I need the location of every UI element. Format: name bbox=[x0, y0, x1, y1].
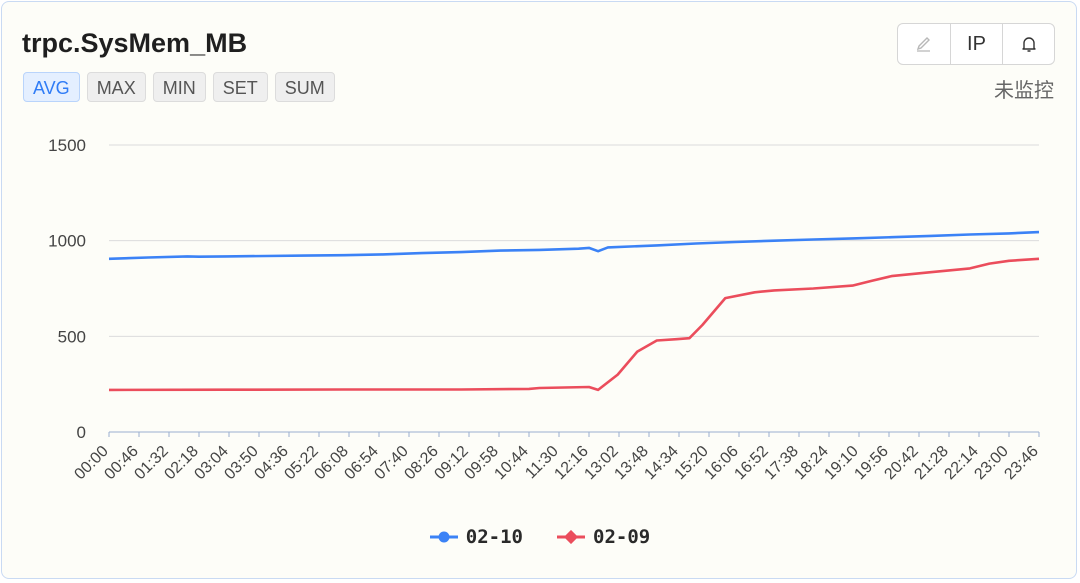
x-tick-label: 00:46 bbox=[101, 443, 141, 483]
legend-marker-red bbox=[557, 530, 585, 544]
x-tick-label: 14:34 bbox=[641, 443, 681, 483]
pencil-icon bbox=[916, 37, 930, 52]
x-tick-label: 23:00 bbox=[971, 443, 1011, 483]
legend-label: 02-09 bbox=[593, 526, 651, 548]
ip-label: IP bbox=[967, 32, 986, 55]
x-tick-label: 02:18 bbox=[161, 443, 201, 483]
x-tick-label: 19:56 bbox=[851, 443, 891, 483]
x-tick-label: 20:42 bbox=[881, 443, 921, 483]
chart-title: trpc.SysMem_MB bbox=[22, 28, 248, 58]
x-tick-label: 23:46 bbox=[1001, 443, 1041, 483]
tab-sum[interactable]: SUM bbox=[274, 72, 335, 102]
tab-set[interactable]: SET bbox=[212, 72, 268, 102]
series-line-02-09 bbox=[108, 257, 1040, 392]
y-tick-label: 500 bbox=[58, 327, 86, 346]
y-tick-label: 1000 bbox=[48, 232, 86, 251]
series-line-02-10 bbox=[108, 230, 1040, 261]
y-tick-label: 1500 bbox=[48, 136, 86, 155]
x-tick-label: 09:58 bbox=[461, 443, 501, 483]
x-tick-label: 04:36 bbox=[251, 443, 291, 483]
x-tick-label: 13:48 bbox=[611, 443, 651, 483]
x-tick-label: 03:04 bbox=[191, 443, 231, 483]
x-tick-label: 10:44 bbox=[491, 443, 531, 483]
x-tick-label: 07:40 bbox=[371, 443, 411, 483]
x-tick-label: 08:26 bbox=[401, 443, 441, 483]
bell-icon bbox=[1021, 37, 1036, 52]
chart-toolbar: IP bbox=[897, 23, 1055, 65]
ip-button[interactable]: IP bbox=[950, 24, 1002, 64]
tab-min[interactable]: MIN bbox=[152, 72, 206, 102]
x-tick-label: 05:22 bbox=[281, 443, 321, 483]
chart-legend: 02-10 02-09 bbox=[2, 526, 1076, 548]
x-tick-label: 06:54 bbox=[341, 443, 381, 483]
y-tick-label: 0 bbox=[77, 423, 86, 442]
x-tick-label: 13:02 bbox=[581, 443, 621, 483]
edit-button[interactable] bbox=[898, 24, 950, 64]
x-tick-label: 12:16 bbox=[551, 443, 591, 483]
legend-item-02-09[interactable]: 02-09 bbox=[557, 526, 650, 548]
legend-marker-blue bbox=[429, 531, 458, 543]
x-tick-label: 03:50 bbox=[221, 443, 261, 483]
x-tick-label: 17:38 bbox=[761, 443, 801, 483]
x-tick-label: 16:52 bbox=[731, 443, 771, 483]
x-tick-label: 21:28 bbox=[911, 443, 951, 483]
x-tick-label: 09:12 bbox=[431, 443, 471, 483]
x-tick-label: 19:10 bbox=[821, 443, 861, 483]
legend-item-02-10[interactable]: 02-10 bbox=[429, 526, 523, 548]
tab-avg[interactable]: AVG bbox=[23, 72, 80, 102]
x-tick-label: 01:32 bbox=[131, 443, 171, 483]
x-tick-label: 00:00 bbox=[71, 443, 111, 483]
alert-button[interactable] bbox=[1002, 24, 1054, 64]
legend-label: 02-10 bbox=[465, 526, 523, 548]
tab-max[interactable]: MAX bbox=[86, 72, 146, 102]
x-tick-label: 06:08 bbox=[311, 443, 351, 483]
aggregation-tabs: AVG MAX MIN SET SUM bbox=[23, 72, 335, 102]
monitor-status: 未监控 bbox=[994, 78, 1054, 102]
line-chart: 0 500 1000 1500 00:0000:4601:3202:1803:0403:… bbox=[48, 136, 1042, 483]
x-tick-label: 18:24 bbox=[791, 443, 831, 483]
x-tick-label: 16:06 bbox=[701, 443, 741, 483]
x-tick-label: 22:14 bbox=[941, 443, 981, 483]
x-tick-label: 15:20 bbox=[671, 443, 711, 483]
